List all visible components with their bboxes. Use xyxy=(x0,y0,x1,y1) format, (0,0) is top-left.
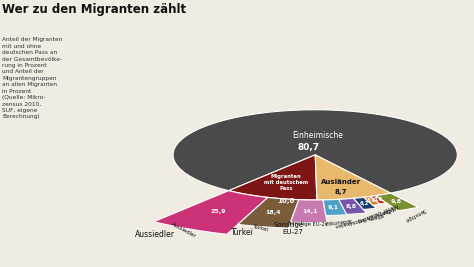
Text: 3,9: 3,9 xyxy=(367,198,376,203)
Text: Migranten
mit deutschem
Pass: Migranten mit deutschem Pass xyxy=(264,174,308,191)
Polygon shape xyxy=(291,200,327,223)
Text: Aussiedler: Aussiedler xyxy=(135,230,175,239)
Polygon shape xyxy=(173,110,457,193)
Text: 3,6: 3,6 xyxy=(374,197,383,202)
Text: 6,2: 6,2 xyxy=(360,201,369,206)
Text: Anteil der Migranten
mit und ohne
deutschen Pass an
der Gesamtbevölke-
rung in P: Anteil der Migranten mit und ohne deutsc… xyxy=(2,37,63,119)
Text: 14,1: 14,1 xyxy=(302,209,318,214)
Text: Wer zu den Migranten zählt: Wer zu den Migranten zählt xyxy=(2,3,186,16)
Polygon shape xyxy=(323,199,347,215)
Polygon shape xyxy=(364,197,380,205)
Polygon shape xyxy=(339,198,366,214)
Text: 10,6: 10,6 xyxy=(277,198,295,204)
Text: Ferner Osten: Ferner Osten xyxy=(357,207,392,222)
Text: Afrika: Afrika xyxy=(381,204,397,215)
Polygon shape xyxy=(315,155,391,200)
Text: Ausländer: Ausländer xyxy=(320,179,361,185)
Text: Einheimische: Einheimische xyxy=(293,131,344,140)
Text: Südeuropa: Südeuropa xyxy=(323,217,353,226)
Polygon shape xyxy=(238,197,299,228)
Text: 9,1: 9,1 xyxy=(328,205,339,210)
Text: Sonstige: Sonstige xyxy=(404,207,427,222)
Polygon shape xyxy=(376,193,419,211)
Text: Aussiedler: Aussiedler xyxy=(171,221,198,239)
Text: 80,7: 80,7 xyxy=(298,143,320,152)
Text: Türkei: Türkei xyxy=(231,228,254,237)
Polygon shape xyxy=(370,196,386,204)
Text: 8,8: 8,8 xyxy=(346,204,357,209)
Polygon shape xyxy=(154,191,268,234)
Text: 8,7: 8,7 xyxy=(334,189,347,195)
Text: Türkei: Türkei xyxy=(252,224,269,232)
Text: 18,4: 18,4 xyxy=(265,210,281,215)
Text: 9,8: 9,8 xyxy=(390,199,401,204)
Text: Naher Osten: Naher Osten xyxy=(365,202,398,219)
Text: ehem. Jugoslawien: ehem. Jugoslawien xyxy=(335,212,384,228)
Polygon shape xyxy=(354,197,376,210)
Text: 25,9: 25,9 xyxy=(210,209,226,214)
Text: Sonstige
EU-27: Sonstige EU-27 xyxy=(273,222,303,235)
Text: Sonstige EU-27: Sonstige EU-27 xyxy=(288,221,328,227)
Polygon shape xyxy=(228,155,317,200)
